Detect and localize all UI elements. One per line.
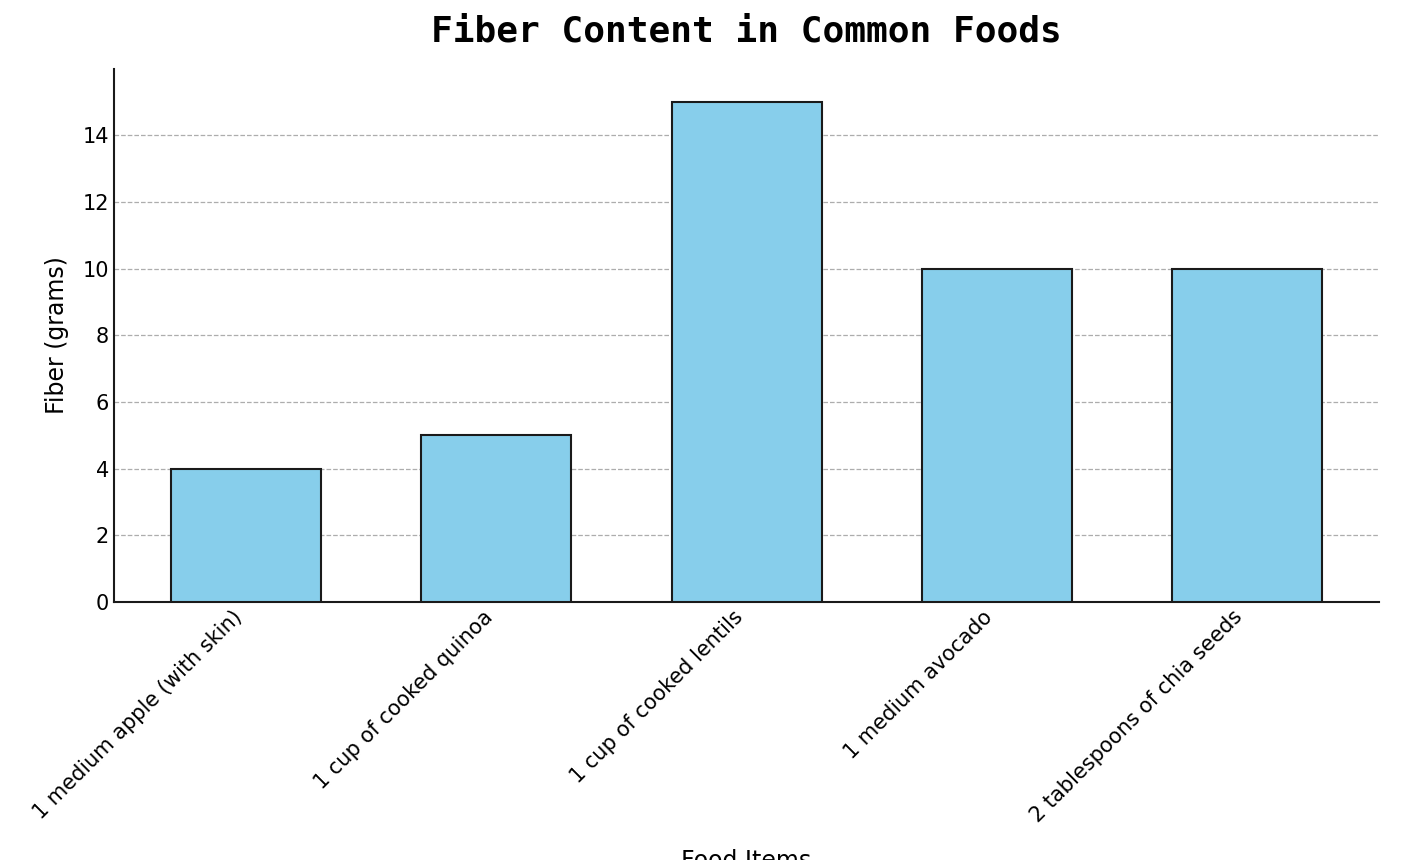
X-axis label: Food Items: Food Items (681, 849, 812, 860)
Bar (1172, 268, 1322, 602)
Title: Fiber Content in Common Foods: Fiber Content in Common Foods (431, 14, 1062, 48)
Bar (421, 435, 572, 602)
Bar (921, 268, 1072, 602)
Bar (671, 102, 822, 602)
Bar (171, 469, 321, 602)
Y-axis label: Fiber (grams): Fiber (grams) (44, 256, 68, 415)
